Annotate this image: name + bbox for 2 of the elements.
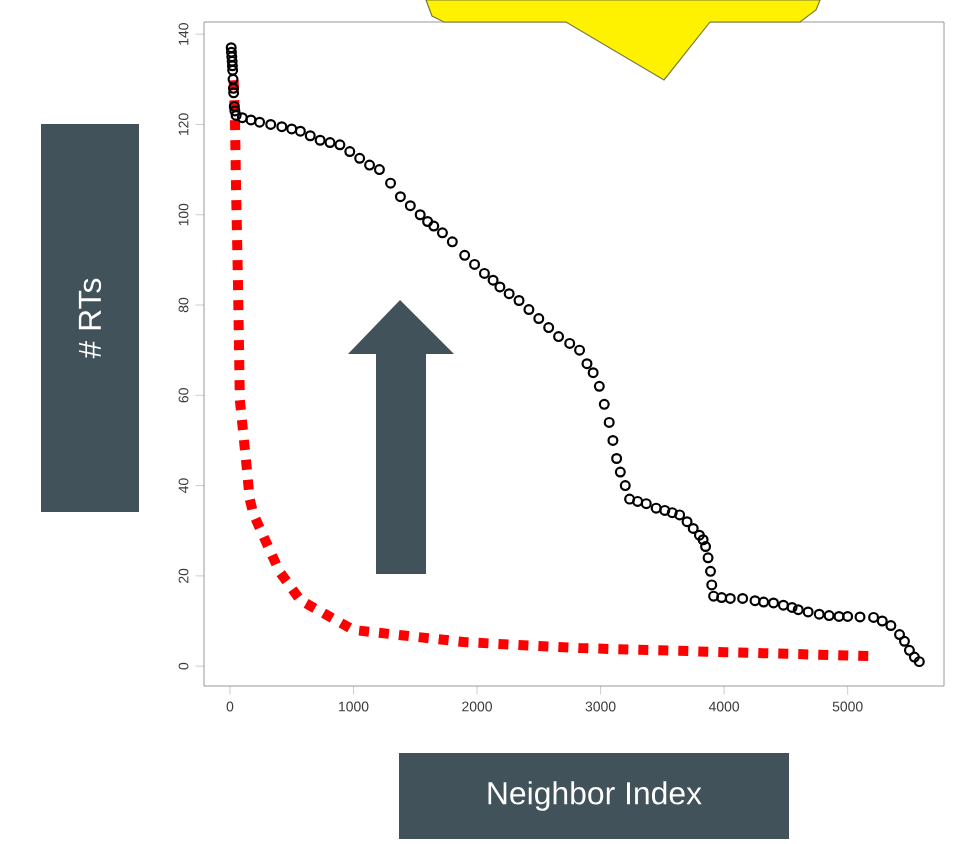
x-axis-title: Neighbor Index xyxy=(488,781,702,811)
y-axis-title: # RTs xyxy=(78,278,102,359)
